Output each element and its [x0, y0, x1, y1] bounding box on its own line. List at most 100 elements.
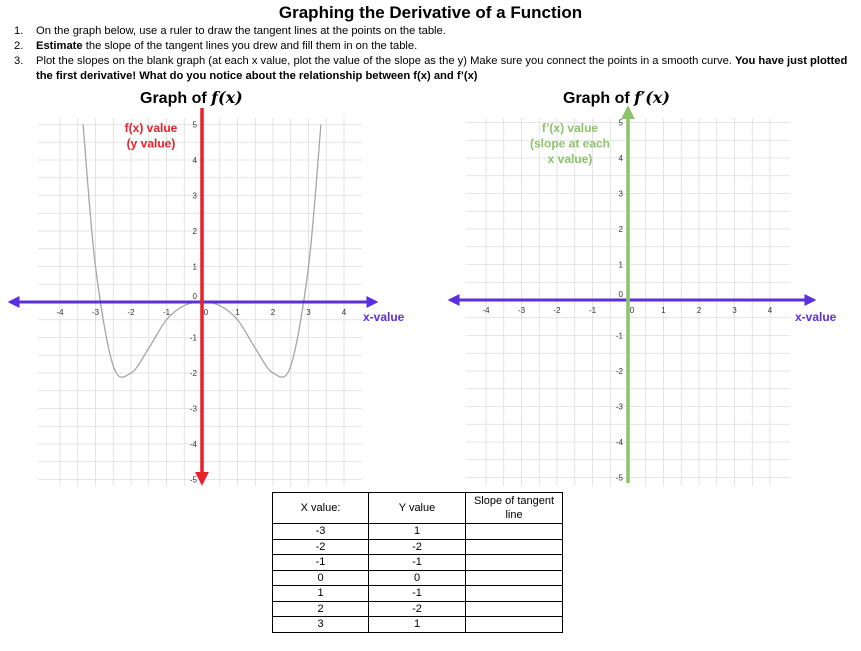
instruction-emphasis: Estimate: [36, 40, 83, 52]
y-tick-label: 1: [619, 261, 624, 270]
x-tick-label: -2: [127, 308, 135, 317]
x-tick-label: 1: [661, 306, 666, 315]
slope-cell[interactable]: [465, 523, 563, 540]
instruction-1: 1. On the graph below, use a ruler to dra…: [14, 24, 849, 39]
x-tick-label: -3: [518, 306, 526, 315]
y-tick-label: 5: [193, 121, 198, 130]
graph-left-title-function: f(x): [211, 88, 243, 107]
x-cell: 3: [272, 616, 369, 633]
x-tick-label: 3: [306, 308, 311, 317]
slope-cell[interactable]: [465, 616, 563, 633]
table-row: 2 -2: [272, 600, 563, 617]
x-tick-label: 2: [271, 308, 276, 317]
y-cell: -2: [368, 600, 466, 617]
y-tick-label: 3: [619, 190, 624, 199]
y-cell: -1: [368, 585, 466, 602]
y-tick-label: 0: [193, 292, 198, 301]
graph-right-title-prefix: Graph of: [563, 90, 635, 107]
y-tick-label: 2: [193, 227, 198, 236]
y-cell: -1: [368, 554, 466, 571]
graph-right: -4 -3 -2 -1 0 1 2 3 4 5 4 3 2 1 0 -1 -2 -3 -4 -5 f’(x) value…: [447, 105, 837, 486]
y-cell: -2: [368, 538, 466, 555]
slope-cell[interactable]: [465, 600, 563, 617]
y-axis-label: x value): [548, 152, 593, 166]
slope-cell[interactable]: [465, 585, 563, 602]
x-tick-label: -1: [589, 306, 597, 315]
instruction-3: 3. Plot the slopes on the blank graph (at…: [14, 54, 849, 84]
y-tick-label: -5: [616, 474, 624, 483]
x-tick-label: 0: [204, 308, 209, 317]
y-axis-label: f’(x) value: [542, 121, 599, 135]
graph-right-title-function: f′(x): [634, 88, 670, 107]
graph-right-title: Graph of f′(x): [563, 88, 670, 108]
y-axis-label: f(x) value: [125, 121, 178, 135]
y-axis-label: (y value): [127, 137, 176, 151]
y-axis-label: (slope at each: [530, 137, 610, 151]
header-x-value: X value:: [272, 492, 369, 524]
instruction-number: 2.: [14, 40, 24, 52]
y-tick-label: -3: [190, 405, 198, 414]
y-tick-label: -3: [616, 403, 624, 412]
y-tick-label: 1: [193, 263, 198, 272]
x-tick-label: 0: [630, 306, 635, 315]
table-row: -1 -1: [272, 554, 563, 571]
y-tick-label: 4: [193, 156, 198, 165]
instructions-list: 1. On the graph below, use a ruler to dra…: [14, 24, 849, 84]
x-tick-label: 4: [768, 306, 773, 315]
x-tick-label: 2: [697, 306, 702, 315]
x-axis-label: x-value: [795, 310, 837, 324]
y-tick-label: 3: [193, 192, 198, 201]
y-tick-label: 5: [619, 119, 624, 128]
instruction-text: Plot the slopes on the blank graph (at e…: [36, 55, 736, 67]
table-row: -3 1: [272, 523, 563, 540]
instruction-number: 3.: [14, 55, 24, 67]
graph-left-title: Graph of f(x): [140, 88, 243, 108]
y-tick-label: -4: [190, 440, 198, 449]
table-row: -2 -2: [272, 538, 563, 555]
y-tick-label: -1: [616, 332, 624, 341]
x-tick-label: 3: [732, 306, 737, 315]
y-tick-label: -2: [616, 367, 624, 376]
instruction-2: 2. Estimate the slope of the tangent line…: [14, 39, 849, 54]
table-header-row: X value: Y value Slope of tangent line: [272, 492, 563, 524]
x-tick-label: 1: [235, 308, 240, 317]
x-axis-label: x-value: [363, 310, 405, 324]
x-tick-label: -2: [553, 306, 561, 315]
y-cell: 1: [368, 616, 466, 633]
slope-cell[interactable]: [465, 538, 563, 555]
y-tick-label: -5: [190, 476, 198, 485]
y-tick-label: 4: [619, 154, 624, 163]
y-tick-label: 0: [619, 290, 624, 299]
graph-left: -4 -3 -2 -1 0 1 2 3 4 5 4 3 2 1 0 -1 -2 -3 -4 -5 f(x) value (…: [7, 108, 405, 486]
y-tick-label: 2: [619, 225, 624, 234]
slope-cell[interactable]: [465, 569, 563, 586]
x-cell: 1: [272, 585, 369, 602]
worksheet-title: Graphing the Derivative of a Function: [278, 3, 583, 22]
x-cell: 0: [272, 569, 369, 586]
header-y-value: Y value: [368, 492, 466, 524]
x-cell: -2: [272, 538, 369, 555]
y-cell: 1: [368, 523, 466, 540]
instruction-text: On the graph below, use a ruler to draw …: [36, 25, 446, 37]
x-tick-label: -3: [92, 308, 100, 317]
instruction-number: 1.: [14, 25, 24, 37]
x-tick-label: 4: [342, 308, 347, 317]
graphs-canvas: -4 -3 -2 -1 0 1 2 3 4 5 4 3 2 1 0 -1 -2 -3 -4 -5 f(x) value (…: [7, 105, 837, 486]
x-cell: 2: [272, 600, 369, 617]
slope-table: X value: Y value Slope of tangent line -…: [272, 492, 563, 633]
instruction-text: the slope of the tangent lines you drew …: [82, 40, 418, 52]
y-cell: 0: [368, 569, 466, 586]
x-tick-label: -1: [163, 308, 171, 317]
slope-cell[interactable]: [465, 554, 563, 571]
x-tick-label: -4: [56, 308, 64, 317]
x-cell: -3: [272, 523, 369, 540]
x-tick-label: -4: [482, 306, 490, 315]
x-cell: -1: [272, 554, 369, 571]
y-tick-label: -1: [190, 334, 198, 343]
instruction-emphasis: You have just plotted the first derivati…: [36, 55, 848, 82]
y-tick-label: -2: [190, 369, 198, 378]
header-slope: Slope of tangent line: [465, 492, 563, 524]
table-row: 1 -1: [272, 585, 563, 602]
